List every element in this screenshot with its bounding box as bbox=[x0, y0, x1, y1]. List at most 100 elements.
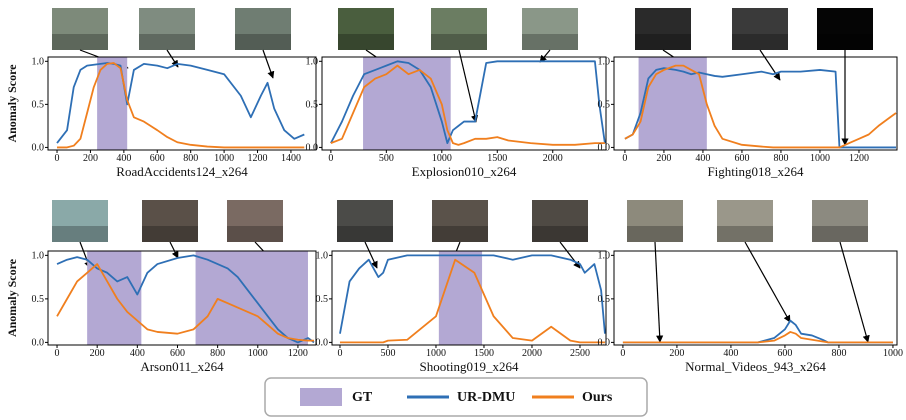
thumbnail-shade bbox=[235, 34, 291, 50]
x-tick-label: 1200 bbox=[849, 153, 869, 164]
x-tick-label: 800 bbox=[210, 348, 225, 359]
thumbnail-shade bbox=[522, 34, 578, 50]
x-tick-label: 800 bbox=[773, 153, 788, 164]
y-tick-label: 1.0 bbox=[306, 56, 319, 67]
x-tick-label: 1000 bbox=[248, 348, 268, 359]
y-tick-label: 0.5 bbox=[598, 294, 611, 305]
y-tick-label: 1.0 bbox=[32, 56, 45, 67]
x-tick-label: 400 bbox=[695, 153, 710, 164]
x-tick-label: 400 bbox=[116, 153, 131, 164]
y-tick-label: 0.0 bbox=[598, 337, 611, 348]
arrow bbox=[560, 242, 580, 268]
legend-gt-swatch bbox=[300, 388, 342, 406]
thumbnail-shade bbox=[732, 34, 788, 50]
gt-region bbox=[196, 251, 308, 345]
x-tick-label: 0 bbox=[328, 153, 333, 164]
y-tick-label: 1.0 bbox=[598, 56, 611, 67]
y-tick-label: 0.0 bbox=[32, 142, 45, 153]
x-tick-label: 1000 bbox=[810, 153, 830, 164]
arrow bbox=[745, 242, 790, 322]
y-tick-label: 0.0 bbox=[316, 337, 329, 348]
x-tick-label: 400 bbox=[723, 348, 738, 359]
x-tick-label: 200 bbox=[656, 153, 671, 164]
y-tick-label: 0.5 bbox=[32, 294, 45, 305]
gt-region bbox=[363, 57, 451, 150]
y-tick-label: 0.5 bbox=[306, 99, 319, 110]
arrow bbox=[655, 242, 660, 342]
x-tick-label: 1200 bbox=[248, 153, 268, 164]
x-tick-label: 1500 bbox=[487, 153, 507, 164]
thumbnail-shade bbox=[817, 34, 873, 50]
y-tick-label: 0.0 bbox=[598, 142, 611, 153]
x-tick-label: 200 bbox=[90, 348, 105, 359]
x-tick-label: 800 bbox=[183, 153, 198, 164]
x-tick-label: 0 bbox=[55, 348, 60, 359]
thumbnail-shade bbox=[52, 226, 108, 242]
y-tick-label: 0.0 bbox=[32, 337, 45, 348]
x-tick-label: 800 bbox=[831, 348, 846, 359]
x-axis-label: Arson011_x264 bbox=[140, 359, 224, 374]
series-line bbox=[57, 63, 304, 147]
x-tick-label: 1000 bbox=[432, 153, 452, 164]
x-axis-label: RoadAccidents124_x264 bbox=[116, 164, 248, 179]
gt-region bbox=[639, 57, 707, 150]
x-tick-label: 1200 bbox=[288, 348, 308, 359]
arrow bbox=[760, 50, 780, 80]
x-tick-label: 200 bbox=[83, 153, 98, 164]
x-tick-label: 0 bbox=[55, 153, 60, 164]
thumbnail-shade bbox=[52, 34, 108, 50]
x-tick-label: 1500 bbox=[474, 348, 494, 359]
x-tick-label: 500 bbox=[379, 153, 394, 164]
thumbnail-shade bbox=[337, 226, 393, 242]
x-tick-label: 2000 bbox=[522, 348, 542, 359]
x-tick-label: 500 bbox=[380, 348, 395, 359]
thumbnail-shade bbox=[139, 34, 195, 50]
gt-region bbox=[439, 251, 482, 345]
thumbnail-shade bbox=[627, 226, 683, 242]
y-tick-label: 1.0 bbox=[32, 250, 45, 261]
x-tick-label: 600 bbox=[150, 153, 165, 164]
x-tick-label: 0 bbox=[337, 348, 342, 359]
x-tick-label: 600 bbox=[734, 153, 749, 164]
x-tick-label: 1000 bbox=[426, 348, 446, 359]
y-tick-label: 0.5 bbox=[32, 99, 45, 110]
arrow bbox=[840, 242, 868, 342]
x-axis-label: Shooting019_x264 bbox=[420, 359, 519, 374]
arrow bbox=[459, 50, 476, 122]
arrow bbox=[540, 50, 550, 62]
legend-label: Ours bbox=[582, 390, 613, 405]
thumbnail-shade bbox=[717, 226, 773, 242]
y-tick-label: 1.0 bbox=[598, 250, 611, 261]
arrow bbox=[170, 242, 178, 258]
x-axis-label: Fighting018_x264 bbox=[707, 164, 804, 179]
x-tick-label: 0 bbox=[622, 153, 627, 164]
y-tick-label: 0.5 bbox=[316, 294, 329, 305]
series-line bbox=[57, 63, 304, 143]
thumbnail-shade bbox=[812, 226, 868, 242]
gt-region bbox=[97, 57, 127, 150]
thumbnail-shade bbox=[338, 34, 394, 50]
thumbnail-shade bbox=[532, 226, 588, 242]
thumbnail-shade bbox=[432, 226, 488, 242]
x-tick-label: 600 bbox=[170, 348, 185, 359]
x-tick-label: 0 bbox=[620, 348, 625, 359]
y-tick-label: 0.5 bbox=[598, 99, 611, 110]
y-axis-label: Anomaly Score bbox=[5, 258, 19, 337]
x-tick-label: 2500 bbox=[570, 348, 590, 359]
x-tick-label: 1000 bbox=[214, 153, 234, 164]
figure: GT UR-DMU Ours 0200400600800100012001400… bbox=[0, 0, 906, 420]
thumbnail-shade bbox=[635, 34, 691, 50]
x-tick-label: 1400 bbox=[281, 153, 301, 164]
x-tick-label: 2000 bbox=[543, 153, 563, 164]
x-tick-label: 1000 bbox=[883, 348, 903, 359]
x-tick-label: 600 bbox=[777, 348, 792, 359]
thumbnail-shade bbox=[142, 226, 198, 242]
y-axis-label: Anomaly Score bbox=[5, 64, 19, 143]
x-axis-label: Explosion010_x264 bbox=[412, 164, 517, 179]
x-tick-label: 400 bbox=[130, 348, 145, 359]
legend-label: GT bbox=[352, 390, 373, 405]
y-tick-label: 1.0 bbox=[316, 250, 329, 261]
x-tick-label: 200 bbox=[669, 348, 684, 359]
series-line bbox=[623, 332, 893, 342]
x-axis-label: Normal_Videos_943_x264 bbox=[685, 359, 826, 374]
